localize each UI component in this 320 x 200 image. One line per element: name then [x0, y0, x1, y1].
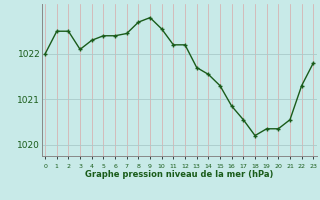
X-axis label: Graphe pression niveau de la mer (hPa): Graphe pression niveau de la mer (hPa) — [85, 170, 273, 179]
